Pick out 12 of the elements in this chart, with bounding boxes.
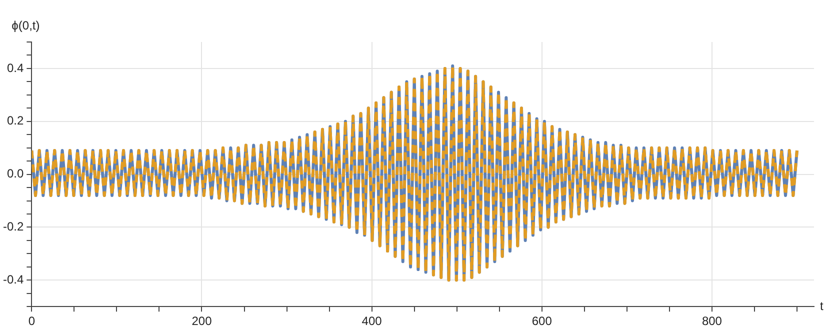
y-axis-title: ϕ(0,t) [12, 18, 40, 32]
x-tick-label: 400 [362, 314, 382, 328]
y-tick-label: 0.0 [6, 166, 24, 181]
x-tick-label: 800 [702, 314, 722, 328]
y-tick-label: -0.2 [2, 220, 24, 234]
x-tick-label: 200 [192, 314, 212, 328]
x-tick-label: 0 [28, 314, 36, 328]
y-tick-label: -0.4 [2, 272, 24, 286]
y-tick-label: 0.2 [6, 114, 24, 128]
y-tick-label: 0.4 [6, 60, 24, 75]
x-axis-title: t [820, 298, 824, 313]
x-tick-label: 600 [532, 314, 552, 328]
